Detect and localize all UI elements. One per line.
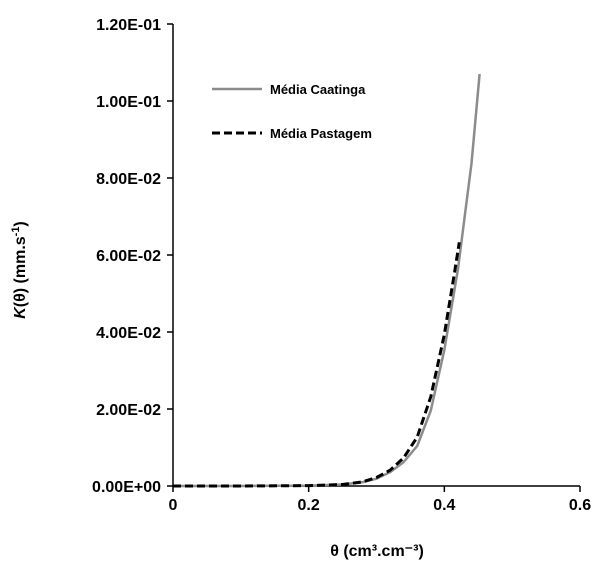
y-tick-label: 6.00E-02: [96, 248, 161, 265]
y-axis-title: K(θ) (mm.s-1): [10, 221, 29, 319]
x-tick-label: 0.2: [298, 497, 320, 514]
y-tick-label: 8.00E-02: [96, 171, 161, 188]
x-axis-title: θ (cm³.cm⁻³): [330, 543, 424, 560]
y-tick-label: 2.00E-02: [96, 402, 161, 419]
y-axis-title-exponent: -1: [10, 227, 22, 237]
legend: Média Caatinga Média Pastagem: [212, 82, 372, 141]
series-line-pastagem: [173, 242, 461, 488]
y-tick-label: 1.00E-01: [96, 94, 161, 111]
legend-label-pastagem: Média Pastagem: [270, 126, 372, 141]
legend-label-caatinga: Média Caatinga: [270, 82, 366, 97]
y-axis-title-body: (θ) (mm.s: [12, 236, 29, 307]
x-tick-label: 0.4: [433, 497, 455, 514]
y-axis-ticks: 0.00E+00 2.00E-02 4.00E-02 6.00E-02 8.00E-02…: [92, 17, 173, 496]
y-tick-label: 4.00E-02: [96, 325, 161, 342]
x-axis-ticks: 0 0.2 0.4 0.6: [169, 486, 591, 514]
y-axis-title-symbol: K: [12, 306, 29, 319]
y-tick-label: 0.00E+00: [92, 479, 161, 496]
y-tick-label: 1.20E-01: [96, 17, 161, 34]
y-axis-title-close: ): [12, 221, 29, 226]
x-tick-label: 0.6: [569, 497, 591, 514]
series-layer: [173, 73, 481, 488]
x-tick-label: 0: [169, 497, 178, 514]
series-line-caatinga: [173, 73, 481, 488]
